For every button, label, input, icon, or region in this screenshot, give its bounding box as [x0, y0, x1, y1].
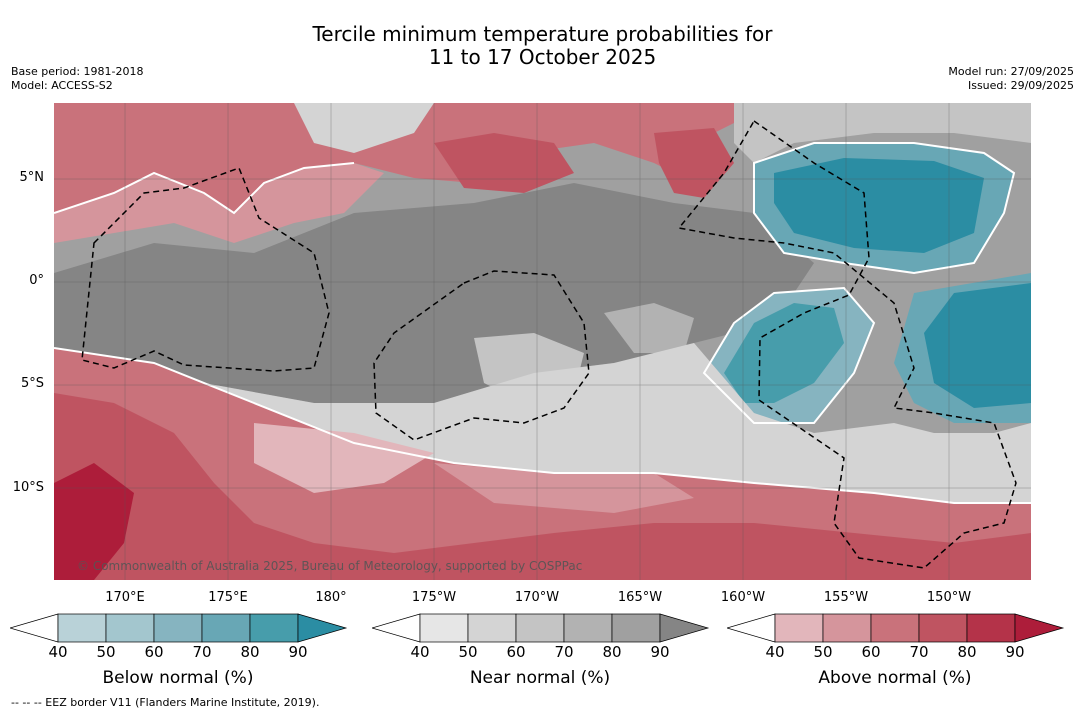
contour-line-teal-ne [753, 142, 1016, 275]
colorbar-above-normal [727, 613, 1065, 643]
eez-border-kiribati-gilbert [81, 167, 330, 372]
cbar-below-tick-40: 40 [48, 643, 68, 661]
near-normal-south-light [54, 343, 1031, 503]
map-title-line2: 11 to 17 October 2025 [428, 45, 657, 69]
above-normal-south-region [54, 348, 1031, 580]
cbar-below-tick-80: 80 [240, 643, 260, 661]
cbar-above-tick-60: 60 [861, 643, 881, 661]
cbar-near-seg-3 [515, 613, 565, 643]
map-title-line1: Tercile minimum temperature probabilitie… [312, 22, 773, 46]
colorbar-below-normal [10, 613, 348, 643]
cbar-near-seg-4 [563, 613, 613, 643]
lon-label-150w: 150°W [926, 590, 972, 605]
contour-line-north [54, 162, 355, 215]
lon-label-165w: 165°W [617, 590, 663, 605]
cbar-near-seg-1 [419, 613, 469, 643]
base-period: Base period: 1981-2018 [11, 65, 144, 78]
map-canvas [54, 103, 1031, 580]
cbar-above-seg-5 [966, 613, 1016, 643]
eez-footnote: -- -- -- EEZ border V11 (Flanders Marine… [11, 696, 320, 709]
gridlines [54, 103, 1031, 580]
cbar-near-seg-5 [611, 613, 661, 643]
cbar-above-seg-0 [727, 613, 776, 643]
model-run: Model run: 27/09/2025 [948, 65, 1074, 78]
above-normal-north-core2 [654, 128, 734, 198]
cbar-below-seg-4 [201, 613, 251, 643]
copyright-notice: © Commonwealth of Australia 2025, Bureau… [77, 559, 583, 573]
cbar-above-seg-6 [1014, 613, 1065, 643]
model-name: Model: ACCESS-S2 [11, 79, 113, 92]
cbar-near-tick-70: 70 [554, 643, 574, 661]
colorbar-below-label: Below normal (%) [102, 668, 254, 688]
above-normal-south-light [254, 423, 434, 493]
contour-line-south [54, 347, 1031, 504]
cbar-below-seg-6 [297, 613, 348, 643]
cbar-below-seg-0 [10, 613, 59, 643]
issued-date: Issued: 29/09/2025 [967, 79, 1074, 92]
lon-label-155w: 155°W [823, 590, 869, 605]
lon-label-180: 180° [315, 590, 347, 605]
eez-border-phoenix [373, 270, 590, 441]
cbar-above-seg-3 [870, 613, 920, 643]
above-normal-south-core [54, 393, 1031, 580]
cbar-above-tick-80: 80 [957, 643, 977, 661]
probability-map [54, 103, 1031, 580]
lon-label-175w: 175°W [411, 590, 457, 605]
colorbar-near-normal [372, 613, 710, 643]
lon-label-160w: 160°W [720, 590, 766, 605]
contour-line-teal-se [702, 286, 876, 424]
cbar-below-tick-60: 60 [144, 643, 164, 661]
cbar-below-tick-90: 90 [288, 643, 308, 661]
cbar-near-seg-6 [659, 613, 710, 643]
cbar-below-seg-3 [153, 613, 203, 643]
cbar-near-seg-2 [467, 613, 517, 643]
cbar-near-seg-0 [372, 613, 421, 643]
cbar-near-tick-40: 40 [410, 643, 430, 661]
cbar-near-tick-80: 80 [602, 643, 622, 661]
above-normal-south-deep [54, 463, 134, 580]
cbar-above-tick-90: 90 [1005, 643, 1025, 661]
cbar-below-tick-70: 70 [192, 643, 212, 661]
colorbar-near-label: Near normal (%) [469, 668, 611, 688]
below-normal-southeast-core [724, 303, 844, 403]
near-normal-east-light [734, 103, 1031, 163]
cbar-below-tick-50: 50 [96, 643, 116, 661]
lon-label-170w: 170°W [514, 590, 560, 605]
above-normal-north-region [54, 103, 1031, 213]
meta-left: Base period: 1981-2018 Model: ACCESS-S2 [11, 65, 143, 93]
cbar-above-seg-4 [918, 613, 968, 643]
lat-label-10s: 10°S [12, 480, 44, 495]
cbar-below-seg-2 [105, 613, 155, 643]
cbar-above-tick-50: 50 [813, 643, 833, 661]
below-normal-east-core [924, 283, 1031, 408]
lon-label-170e: 170°E [105, 590, 145, 605]
cbar-below-seg-1 [57, 613, 107, 643]
cbar-above-seg-2 [822, 613, 872, 643]
lat-label-0: 0° [29, 273, 44, 288]
meta-right: Model run: 27/09/2025 Issued: 29/09/2025 [948, 65, 1074, 93]
cbar-below-seg-5 [249, 613, 299, 643]
cbar-near-tick-60: 60 [506, 643, 526, 661]
colorbar-above-label: Above normal (%) [818, 668, 972, 688]
near-normal-light-patch2 [604, 303, 694, 353]
above-normal-north-core [434, 133, 574, 193]
cbar-above-tick-70: 70 [909, 643, 929, 661]
cbar-near-tick-90: 90 [650, 643, 670, 661]
below-normal-northeast-core [774, 158, 984, 253]
cbar-near-tick-50: 50 [458, 643, 478, 661]
eez-borders [81, 119, 1017, 569]
cbar-above-seg-1 [774, 613, 824, 643]
lat-label-5s: 5°S [20, 376, 44, 391]
lon-label-175e: 175°E [208, 590, 248, 605]
eez-border-line-islands [677, 119, 1017, 569]
cbar-above-tick-40: 40 [765, 643, 785, 661]
lat-label-5n: 5°N [19, 170, 45, 185]
near-normal-north-light [294, 103, 434, 153]
